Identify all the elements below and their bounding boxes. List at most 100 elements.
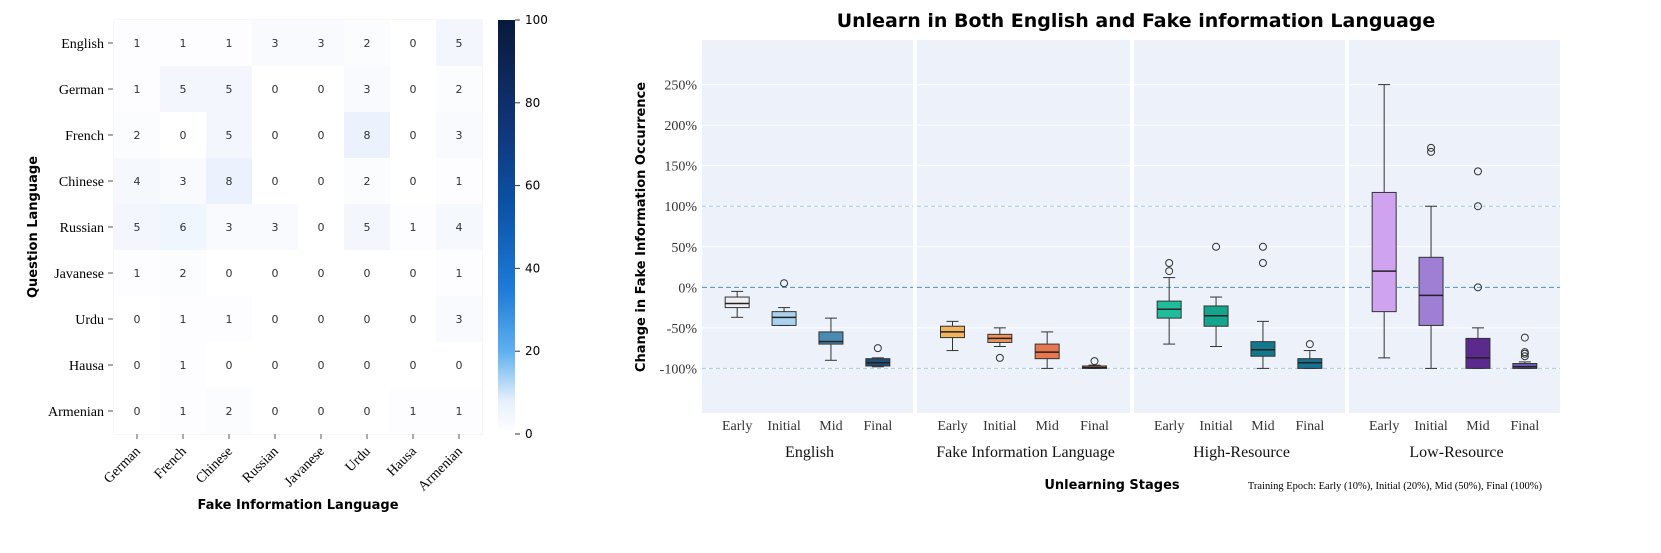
heatmap-cell — [252, 112, 298, 158]
heatmap-col-label-urdu: Urdu — [343, 444, 374, 475]
box-plot-y-tick-label: 50% — [671, 241, 697, 256]
heatmap-cell — [298, 296, 344, 342]
heatmap-cell — [114, 66, 160, 112]
heatmap-cell-value: 0 — [456, 359, 463, 372]
box-outlier — [1165, 267, 1174, 276]
heatmap-cell-value: 2 — [364, 175, 371, 188]
heatmap-cell-value: 0 — [410, 313, 417, 326]
heatmap-cell-value: 1 — [226, 313, 233, 326]
heatmap-cell-value: 0 — [134, 313, 141, 326]
colorbar-gradient — [498, 20, 515, 434]
heatmap-row-labels: English German French Chinese Russian Javanes… — [48, 37, 113, 420]
heatmap-cell-value: 0 — [272, 313, 279, 326]
heatmap-cell — [344, 342, 390, 388]
group-label-low-resource: Low-Resource — [1409, 444, 1503, 461]
box-outlier — [1305, 340, 1314, 349]
box-fake-information-language-final — [1082, 357, 1107, 369]
heatmap-cell-value: 8 — [364, 129, 371, 142]
heatmap-cell-value: 2 — [180, 267, 187, 280]
heatmap-cell-value: 5 — [134, 221, 141, 234]
heatmap-cells: 1 1 1 3 3 2 0 5 1 5 5 0 0 3 0 2 2 0 5 0 0 8 0 3 4 3 8 0 0 2 0 1 5 6 3 3 0 5 1 4… — [114, 20, 482, 434]
box-iqr — [1297, 358, 1323, 369]
heatmap-row-label-russian: Russian — [60, 221, 104, 236]
colorbar-tick-label: 20 — [525, 344, 540, 358]
heatmap-cell-value: 0 — [364, 405, 371, 418]
heatmap-cell-value: 1 — [134, 267, 141, 280]
heatmap-cell-value: 3 — [318, 37, 325, 50]
group-label-high-resource: High-Resource — [1193, 444, 1290, 461]
heatmap-cell-value: 0 — [272, 129, 279, 142]
box-plot-y-tick-label: -50% — [667, 322, 698, 337]
heatmap-cell-value: 0 — [272, 405, 279, 418]
heatmap-cell — [252, 20, 298, 66]
stage-label-final: Final — [1510, 419, 1539, 434]
heatmap-cell — [160, 204, 206, 250]
heatmap-col-label-armenian: Armenian — [416, 444, 466, 494]
colorbar: 0 20 40 60 80 100 — [498, 13, 548, 441]
box-iqr — [771, 311, 797, 326]
box-english-initial — [771, 279, 797, 326]
box-high-resource-early — [1156, 258, 1182, 345]
heatmap-cell-value: 1 — [456, 267, 463, 280]
box-outlier — [1258, 242, 1267, 251]
heatmap-row-label-german: German — [59, 83, 104, 98]
heatmap-cell — [344, 204, 390, 250]
heatmap-cell — [160, 112, 206, 158]
heatmap-cell-value: 5 — [456, 37, 463, 50]
colorbar-tick-label: 40 — [525, 261, 540, 275]
heatmap-cell — [160, 250, 206, 296]
box-fake-information-language-early — [940, 320, 965, 352]
stage-label-initial: Initial — [1414, 419, 1448, 434]
heatmap-cell — [298, 250, 344, 296]
heatmap-cell — [344, 20, 390, 66]
stage-label-early: Early — [1154, 419, 1184, 434]
heatmap-col-label-russian: Russian — [240, 444, 282, 486]
heatmap-cell-value: 1 — [180, 359, 187, 372]
stage-label-mid: Mid — [1466, 419, 1489, 434]
heatmap-cell-value: 0 — [410, 83, 417, 96]
stage-label-early: Early — [937, 419, 967, 434]
heatmap-cell — [436, 296, 482, 342]
heatmap-cell-value: 0 — [410, 37, 417, 50]
heatmap-row-label-javanese: Javanese — [54, 267, 104, 282]
heatmap-cell — [252, 66, 298, 112]
box-iqr — [1371, 191, 1397, 313]
heatmap-cell — [436, 250, 482, 296]
heatmap-col-label-french: French — [152, 444, 190, 482]
heatmap-row-label-armenian: Armenian — [48, 405, 104, 420]
box-iqr — [724, 296, 750, 309]
heatmap-cell-value: 0 — [180, 129, 187, 142]
heatmap-cell — [298, 342, 344, 388]
stage-label-mid: Mid — [1251, 419, 1274, 434]
box-english-mid — [818, 317, 844, 361]
box-plot-y-tick-label: 200% — [664, 119, 697, 134]
heatmap-cell — [252, 204, 298, 250]
heatmap-cell — [390, 250, 436, 296]
heatmap-cell-value: 0 — [410, 129, 417, 142]
colorbar-tick-label: 80 — [525, 96, 540, 110]
heatmap-cell — [390, 158, 436, 204]
box-plot-panel-background — [702, 40, 913, 413]
heatmap-cell — [436, 20, 482, 66]
heatmap-cell-value: 1 — [456, 405, 463, 418]
heatmap-cell — [344, 112, 390, 158]
colorbar-tick-label: 60 — [525, 179, 540, 193]
box-outlier — [1165, 258, 1174, 267]
heatmap-cell — [206, 204, 252, 250]
heatmap-cell-value: 0 — [410, 267, 417, 280]
box-outlier — [1090, 357, 1099, 366]
box-outlier — [873, 344, 882, 353]
heatmap-cell — [436, 66, 482, 112]
heatmap-cell-value: 0 — [318, 405, 325, 418]
box-outlier — [1520, 348, 1529, 357]
heatmap-cell-value: 3 — [180, 175, 187, 188]
heatmap-cell — [390, 66, 436, 112]
heatmap-cell-value: 1 — [410, 221, 417, 234]
heatmap-cell-value: 5 — [226, 129, 233, 142]
box-low-resource-early — [1371, 84, 1397, 359]
stage-label-early: Early — [1369, 419, 1399, 434]
heatmap-cell-value: 5 — [226, 83, 233, 96]
stage-label-initial: Initial — [1199, 419, 1233, 434]
heatmap-col-labels: German French Chinese Russian Javanese Urdu Ha… — [101, 434, 466, 494]
